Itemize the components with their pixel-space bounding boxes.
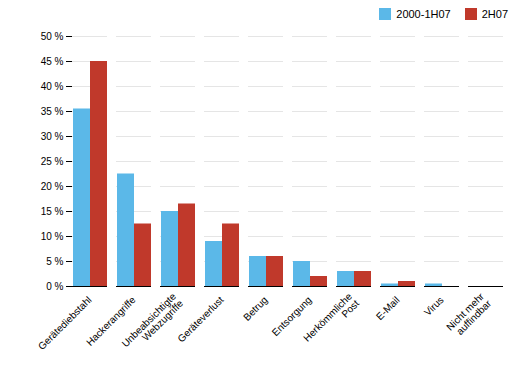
svg-text:40 %: 40 %: [41, 81, 64, 92]
svg-text:15 %: 15 %: [41, 206, 64, 217]
svg-text:45 %: 45 %: [41, 56, 64, 67]
html-text:2H07: 2H07: [481, 8, 508, 20]
svg-text:Hackerangriffe: Hackerangriffe: [84, 294, 138, 348]
svg-text:35 %: 35 %: [41, 106, 64, 117]
svg-text:Betrug: Betrug: [241, 294, 270, 323]
svg-text:30 %: 30 %: [41, 131, 64, 142]
svg-text:Geräteverlust: Geräteverlust: [175, 294, 225, 344]
svg-text:20 %: 20 %: [41, 181, 64, 192]
svg-text:Virus: Virus: [422, 294, 446, 318]
svg-text:Nicht mehrauffindbar: Nicht mehrauffindbar: [444, 290, 494, 340]
svg-text:0 %: 0 %: [46, 281, 63, 292]
svg-text:50 %: 50 %: [41, 31, 64, 42]
svg-text:Gerätediebstahl: Gerätediebstahl: [36, 294, 94, 352]
svg-text:25 %: 25 %: [41, 156, 64, 167]
svg-text:E-Mail: E-Mail: [374, 294, 402, 322]
svg-text:Entsorgung: Entsorgung: [269, 294, 314, 339]
html-text:2000-1H07: 2000-1H07: [396, 8, 451, 20]
svg-text:HerkömmlichePost: HerkömmlichePost: [301, 290, 361, 350]
svg-text:UnbeabsichtigteWebzugriffe: UnbeabsichtigteWebzugriffe: [120, 290, 186, 356]
svg-text:10 %: 10 %: [41, 231, 64, 242]
svg-text:5 %: 5 %: [46, 256, 63, 267]
